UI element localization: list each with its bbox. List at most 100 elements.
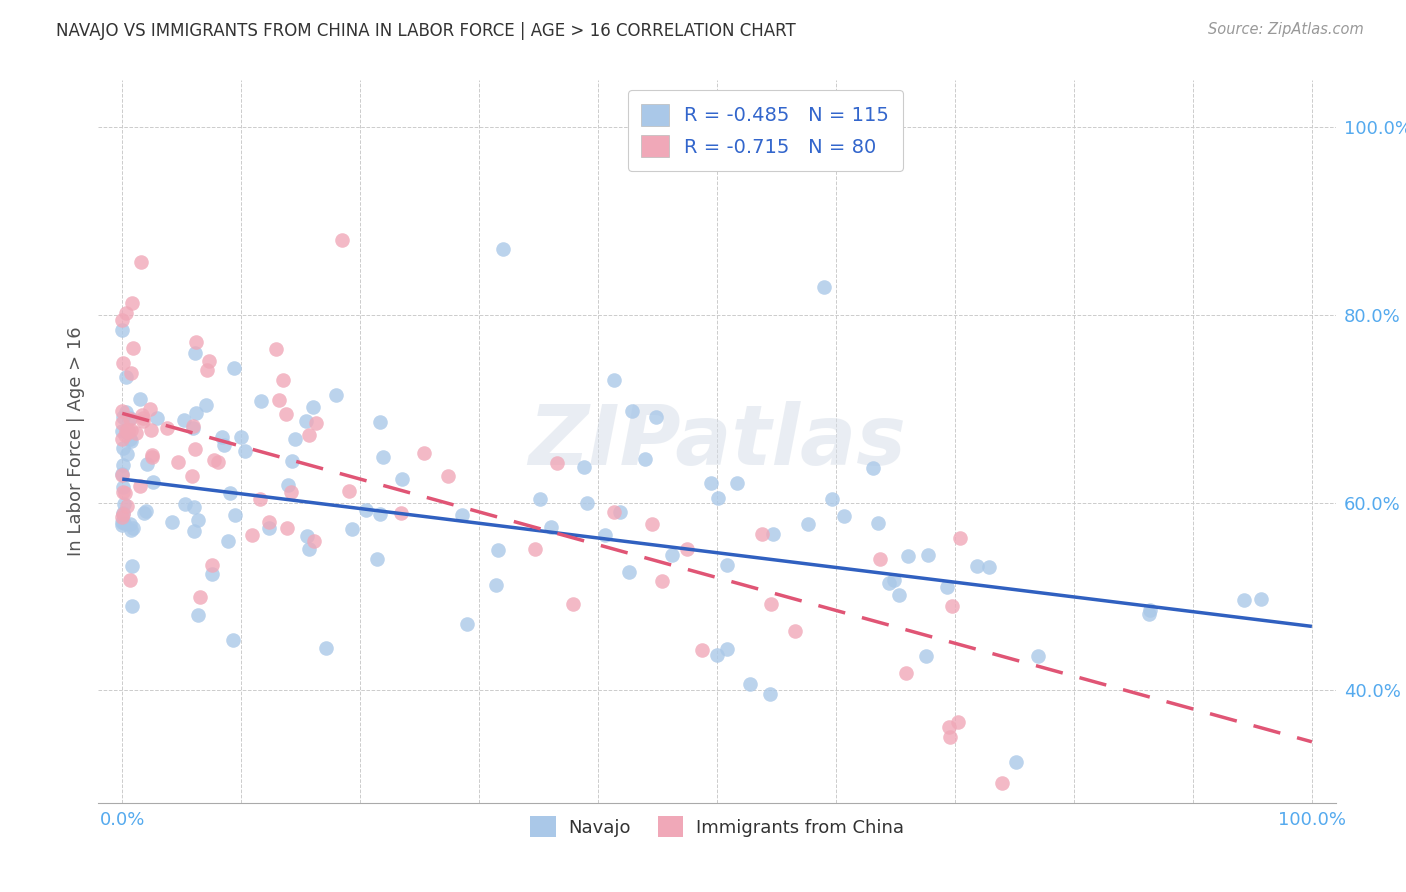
Point — [214, 438, 236, 452]
Point — [540, 520, 562, 534]
Point — [751, 526, 773, 541]
Point — [783, 624, 806, 638]
Point — [111, 508, 134, 522]
Point — [862, 461, 884, 475]
Point — [121, 599, 143, 613]
Point — [111, 424, 134, 438]
Point — [117, 425, 139, 439]
Point — [305, 417, 328, 431]
Point — [523, 542, 546, 557]
Point — [135, 504, 157, 518]
Point — [368, 415, 391, 429]
Point — [949, 531, 972, 545]
Point — [706, 648, 728, 662]
Point — [134, 506, 156, 520]
Point — [889, 588, 911, 602]
Point — [112, 516, 135, 530]
Point — [706, 491, 728, 505]
Point — [593, 528, 616, 542]
Point — [128, 392, 150, 407]
Point — [183, 500, 205, 514]
Point — [302, 533, 325, 548]
Point — [315, 640, 337, 655]
Point — [894, 665, 917, 680]
Point — [201, 567, 224, 582]
Point — [991, 776, 1014, 790]
Point — [869, 551, 891, 566]
Text: NAVAJO VS IMMIGRANTS FROM CHINA IN LABOR FORCE | AGE > 16 CORRELATION CHART: NAVAJO VS IMMIGRANTS FROM CHINA IN LABOR… — [56, 22, 796, 40]
Point — [645, 410, 668, 425]
Point — [121, 559, 143, 574]
Point — [174, 497, 197, 511]
Point — [120, 523, 142, 537]
Point — [966, 558, 988, 573]
Point — [700, 476, 723, 491]
Point — [295, 414, 318, 428]
Legend: Navajo, Immigrants from China: Navajo, Immigrants from China — [523, 809, 911, 845]
Point — [156, 421, 179, 435]
Y-axis label: In Labor Force | Age > 16: In Labor Force | Age > 16 — [66, 326, 84, 557]
Point — [198, 354, 221, 368]
Point — [1137, 607, 1160, 621]
Point — [217, 534, 239, 549]
Point — [114, 405, 136, 419]
Point — [222, 361, 245, 376]
Point — [492, 242, 515, 256]
Point — [797, 516, 820, 531]
Point — [740, 677, 762, 691]
Point — [114, 486, 136, 500]
Point — [118, 411, 141, 425]
Point — [1004, 756, 1026, 770]
Point — [111, 356, 134, 370]
Point — [111, 468, 134, 483]
Point — [295, 528, 318, 542]
Point — [529, 491, 551, 506]
Point — [115, 306, 138, 320]
Point — [173, 413, 195, 427]
Point — [115, 423, 138, 437]
Point — [936, 580, 959, 594]
Point — [129, 254, 152, 268]
Point — [111, 467, 134, 481]
Point — [621, 404, 644, 418]
Point — [141, 450, 163, 464]
Point — [946, 715, 969, 730]
Point — [725, 475, 748, 490]
Point — [118, 517, 141, 532]
Point — [142, 475, 165, 489]
Point — [603, 373, 626, 387]
Point — [117, 423, 139, 437]
Point — [187, 513, 209, 527]
Point — [277, 478, 299, 492]
Point — [917, 548, 939, 562]
Point — [676, 542, 699, 557]
Point — [389, 506, 412, 520]
Point — [897, 549, 920, 563]
Point — [111, 324, 134, 338]
Point — [298, 541, 321, 556]
Point — [190, 590, 212, 604]
Point — [112, 409, 135, 424]
Point — [866, 516, 889, 531]
Point — [298, 428, 321, 442]
Point — [877, 576, 900, 591]
Point — [330, 233, 353, 247]
Point — [136, 457, 159, 471]
Point — [276, 521, 298, 535]
Point — [219, 486, 242, 500]
Point — [181, 421, 204, 435]
Point — [486, 542, 509, 557]
Point — [120, 434, 142, 449]
Point — [302, 400, 325, 414]
Point — [111, 480, 134, 494]
Point — [120, 412, 142, 426]
Point — [546, 456, 568, 470]
Point — [122, 520, 145, 534]
Point — [716, 642, 738, 657]
Point — [111, 433, 134, 447]
Point — [337, 483, 360, 498]
Point — [120, 423, 142, 437]
Point — [120, 367, 142, 381]
Point — [1139, 603, 1161, 617]
Point — [145, 410, 167, 425]
